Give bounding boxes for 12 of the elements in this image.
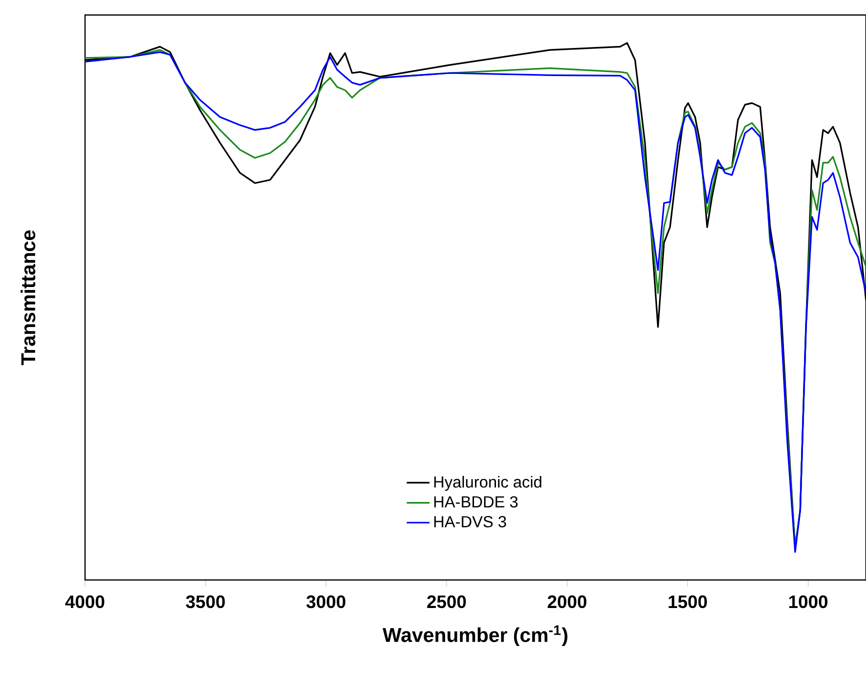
legend-label: HA-DVS 3 [434,516,506,528]
x-tick-label: 2000 [548,595,586,608]
x-tick-label: 3000 [306,595,346,608]
x-tick-label: 1000 [789,595,828,608]
x-tick-label: 1500 [668,595,707,608]
x-tick-label: 4000 [65,595,104,608]
x-tick-label: 3500 [186,595,225,608]
x-tick-label: 2500 [427,595,466,608]
y-axis-title: Transmittance [20,230,36,366]
x-axis-title: Wavenumber (cm$^{-1}$) [382,625,568,646]
legend-label: HA-BDDE 3 [434,496,518,508]
legend-label: Hyaluronic acid [434,476,542,491]
